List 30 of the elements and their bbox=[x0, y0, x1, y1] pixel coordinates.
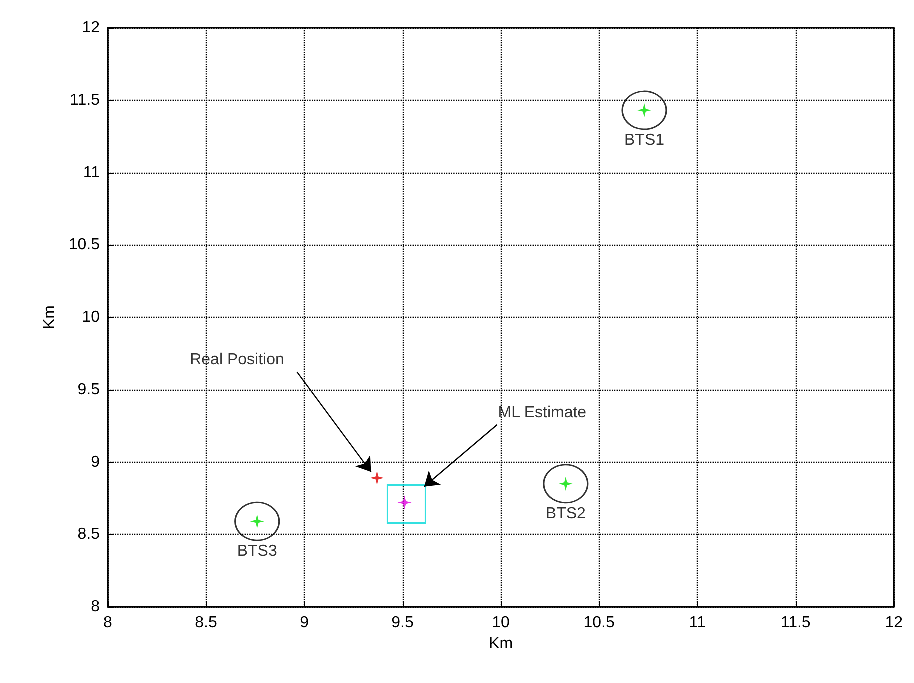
y-tick-label: 11.5 bbox=[70, 92, 100, 109]
point bbox=[622, 90, 668, 130]
annotation: Real Position bbox=[190, 352, 284, 369]
y-tick-label: 11 bbox=[83, 164, 100, 182]
point bbox=[543, 464, 589, 504]
x-tick-label: 10 bbox=[492, 614, 510, 632]
y-tick-label: 9.5 bbox=[78, 381, 100, 398]
x-tick-label: 10.5 bbox=[584, 614, 615, 632]
annotation: BTS2 bbox=[546, 505, 586, 522]
x-tick-label: 9.5 bbox=[392, 614, 414, 632]
y-tick-label: 10 bbox=[82, 309, 100, 326]
y-tick-label: 10.5 bbox=[68, 236, 100, 254]
y-tick-label: 8 bbox=[91, 598, 100, 616]
x-tick-label: 8 bbox=[104, 614, 113, 632]
x-tick-label: 11 bbox=[689, 614, 706, 632]
y-tick-label: 12 bbox=[82, 20, 100, 36]
x-tick-label: 12 bbox=[885, 614, 904, 632]
y-tick-label: 8.5 bbox=[78, 526, 100, 544]
annotation: BTS3 bbox=[237, 543, 278, 560]
point bbox=[234, 502, 280, 542]
x-tick-label: 9 bbox=[300, 614, 310, 632]
annotation: ML Estimate bbox=[498, 404, 587, 422]
annotation: BTS1 bbox=[624, 132, 665, 150]
point bbox=[386, 484, 426, 524]
x-tick-label: 8.5 bbox=[195, 614, 218, 632]
x-tick-label: 11.5 bbox=[780, 614, 811, 632]
x-axis-title: Km bbox=[489, 635, 514, 652]
point bbox=[370, 471, 384, 486]
y-tick-label: 9 bbox=[91, 454, 100, 471]
y-axis-title: Km bbox=[41, 306, 58, 330]
